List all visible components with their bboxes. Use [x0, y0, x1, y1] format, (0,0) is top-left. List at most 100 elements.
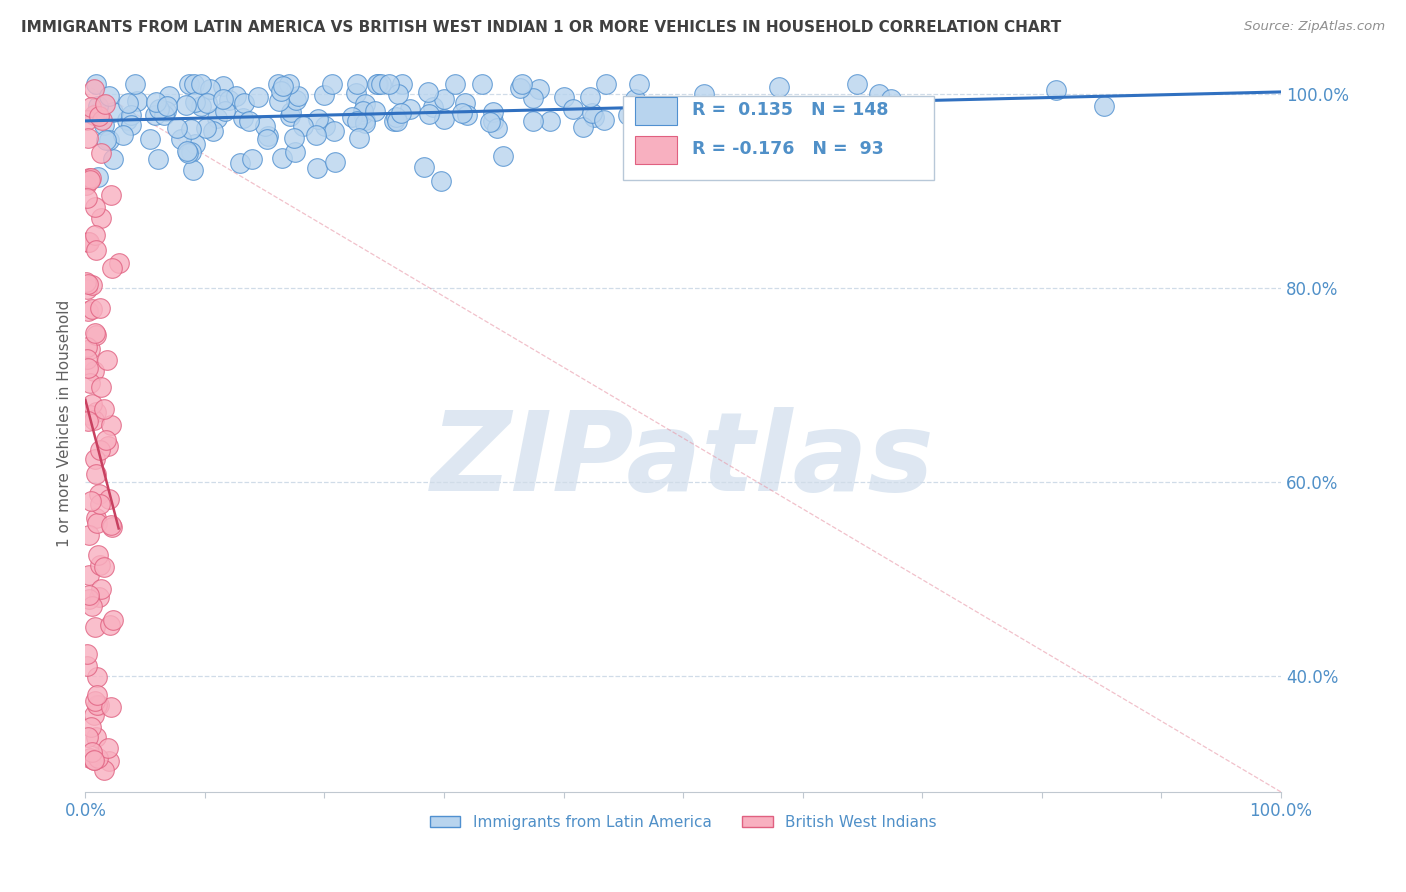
Point: [212, 78, 235, 93]
Point: [84, 326, 107, 340]
Point: [76, 658, 98, 673]
Point: [256, 132, 278, 146]
Point: [80, 720, 103, 734]
Point: [321, 77, 343, 91]
Point: [100, 518, 122, 533]
Point: [101, 152, 124, 166]
Point: [79, 100, 101, 114]
Point: [553, 90, 575, 104]
Point: [616, 108, 638, 122]
Point: [101, 520, 124, 534]
Point: [202, 124, 225, 138]
Point: [97, 492, 120, 507]
Point: [79, 751, 101, 765]
Text: ZIPatlas: ZIPatlas: [432, 407, 935, 514]
Point: [413, 161, 436, 175]
Point: [90, 211, 112, 225]
Point: [522, 114, 544, 128]
Point: [190, 99, 212, 113]
Point: [76, 235, 98, 249]
Point: [389, 106, 412, 120]
Point: [86, 511, 108, 525]
Point: [177, 77, 200, 91]
Text: IMMIGRANTS FROM LATIN AMERICA VS BRITISH WEST INDIAN 1 OR MORE VEHICLES IN HOUSE: IMMIGRANTS FROM LATIN AMERICA VS BRITISH…: [21, 20, 1062, 35]
Point: [176, 146, 198, 161]
Point: [418, 107, 440, 121]
Point: [86, 688, 108, 702]
Point: [195, 96, 218, 111]
Point: [218, 93, 240, 107]
Point: [253, 120, 276, 134]
Point: [89, 497, 111, 511]
Point: [93, 763, 115, 777]
Point: [827, 104, 849, 119]
Point: [100, 699, 122, 714]
Point: [349, 131, 371, 145]
Point: [433, 92, 456, 106]
Point: [125, 94, 148, 108]
Point: [482, 113, 505, 128]
Point: [98, 754, 121, 768]
Point: [578, 90, 600, 104]
Point: [75, 178, 97, 192]
Point: [76, 361, 98, 376]
Point: [768, 79, 790, 94]
Point: [84, 77, 107, 91]
Point: [153, 108, 176, 122]
Point: [880, 92, 903, 106]
Point: [84, 244, 107, 258]
Point: [214, 104, 236, 119]
Point: [346, 77, 368, 91]
Point: [100, 418, 122, 433]
Point: [868, 87, 890, 101]
Point: [115, 112, 138, 127]
Point: [87, 549, 110, 563]
Point: [87, 486, 110, 500]
Point: [91, 113, 114, 128]
Point: [76, 112, 98, 127]
Point: [83, 694, 105, 708]
Point: [284, 94, 307, 108]
Point: [90, 582, 112, 596]
Point: [76, 351, 98, 366]
Point: [482, 105, 505, 120]
Point: [478, 115, 501, 129]
Point: [79, 567, 101, 582]
Point: [692, 87, 714, 101]
Point: [180, 145, 202, 159]
Point: [83, 708, 105, 723]
Point: [77, 730, 100, 744]
Point: [156, 99, 179, 113]
Point: [86, 105, 108, 120]
Text: R = -0.176   N =  93: R = -0.176 N = 93: [692, 140, 883, 159]
Point: [170, 132, 193, 146]
Point: [84, 467, 107, 482]
Point: [77, 277, 100, 291]
Point: [143, 108, 166, 122]
Point: [387, 87, 409, 101]
Point: [84, 405, 107, 419]
Point: [97, 439, 120, 453]
Point: [312, 87, 335, 102]
Point: [382, 113, 405, 128]
Point: [456, 108, 478, 122]
Point: [83, 753, 105, 767]
Point: [89, 109, 111, 123]
Point: [146, 153, 169, 167]
Point: [89, 443, 111, 458]
Point: [269, 95, 291, 109]
FancyBboxPatch shape: [636, 97, 678, 125]
Point: [562, 102, 585, 116]
Point: [96, 352, 118, 367]
Point: [416, 85, 439, 99]
Point: [846, 77, 869, 91]
Point: [582, 110, 605, 124]
Point: [86, 516, 108, 531]
Point: [77, 414, 100, 428]
Point: [80, 745, 103, 759]
Point: [385, 110, 408, 124]
Point: [101, 260, 124, 275]
Point: [94, 132, 117, 146]
Point: [305, 161, 328, 176]
Point: [83, 753, 105, 767]
